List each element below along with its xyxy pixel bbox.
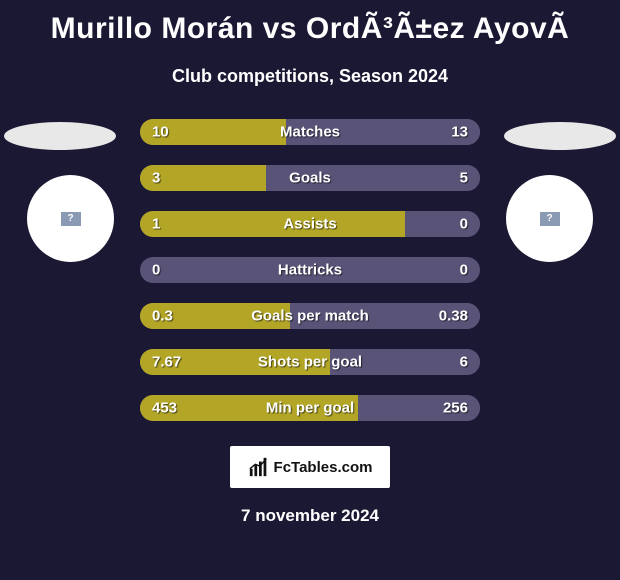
stat-row: Matches 10 13 [140,119,480,145]
stats-bars: Matches1013Goals35Assists10Hattricks00Go… [140,119,480,421]
stat-fill-left [140,211,405,237]
stat-value-left: 3 [152,170,160,187]
stat-value-left: 0 [152,262,160,279]
stat-value-right: 0 [460,216,468,233]
chart-icon [248,456,270,478]
stat-value-right: 5 [460,170,468,187]
stat-row: Goals per match 0.3 0.38 [140,303,480,329]
brand-label: FcTables.com [274,459,373,476]
stat-label: Shots per goal [258,354,362,371]
stat-label: Assists [283,216,336,233]
stat-label: Goals [289,170,331,187]
team-ellipse-left [4,122,116,150]
team-badge-left: ? [27,175,114,262]
stat-label: Matches [280,124,340,141]
stat-value-left: 10 [152,124,169,141]
stat-row: Shots per goal 7.67 6 [140,349,480,375]
stat-fill-right [405,211,480,237]
team-ellipse-right [504,122,616,150]
brand-badge: FcTables.com [230,446,390,488]
stat-row: Hattricks 0 0 [140,257,480,283]
flag-icon: ? [61,212,81,226]
stat-value-left: 0.3 [152,308,173,325]
team-badge-right: ? [506,175,593,262]
stat-row: Min per goal 453 256 [140,395,480,421]
stat-value-right: 0.38 [439,308,468,325]
stat-value-right: 256 [443,400,468,417]
stat-value-left: 7.67 [152,354,181,371]
stat-value-left: 453 [152,400,177,417]
page-title: Murillo Morán vs OrdÃ³Ã±ez AyovÃ [0,0,620,46]
stat-label: Min per goal [266,400,354,417]
stat-label: Goals per match [251,308,369,325]
stat-label: Hattricks [278,262,342,279]
stat-row: Goals 3 5 [140,165,480,191]
stat-value-left: 1 [152,216,160,233]
comparison-content: ? ? Matches1013Goals35Assists10Hattricks… [0,119,620,421]
stat-row: Assists 1 0 [140,211,480,237]
date-label: 7 november 2024 [0,506,620,526]
flag-icon: ? [540,212,560,226]
stat-value-right: 13 [451,124,468,141]
stat-value-right: 0 [460,262,468,279]
subtitle: Club competitions, Season 2024 [0,66,620,87]
stat-value-right: 6 [460,354,468,371]
